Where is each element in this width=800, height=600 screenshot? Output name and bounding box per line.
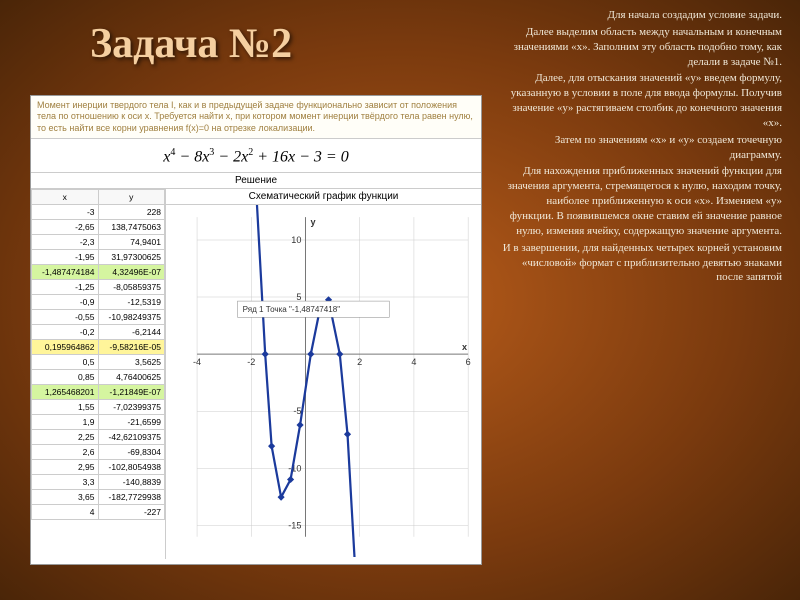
function-chart: -4 -2 2 4 6 -15 -10 -5 5 10 x y Ряд 1 Точка "-1,4874… [166, 205, 481, 557]
chart-title: Схематический график функции [166, 189, 481, 205]
spreadsheet-panel: Момент инерции твердого тела I, как и в … [30, 95, 482, 565]
xy-table: xy-3228-2,65138,7475063-2,374,9401-1,953… [31, 189, 166, 559]
table-row: 2,25-42,62109375 [32, 430, 165, 445]
table-row: -2,65138,7475063 [32, 220, 165, 235]
table-row: 2,95-102,8054938 [32, 460, 165, 475]
table-row: 0,854,76400625 [32, 370, 165, 385]
table-row: 1,55-7,02399375 [32, 400, 165, 415]
table-row: -0,9-12,5319 [32, 295, 165, 310]
table-row: 2,6-69,8304 [32, 445, 165, 460]
table-row: 0,53,5625 [32, 355, 165, 370]
svg-text:-4: -4 [193, 357, 201, 367]
description-paragraph: Далее, для отыскания значений «y» введем… [502, 71, 782, 130]
table-row: -2,374,9401 [32, 235, 165, 250]
svg-text:-15: -15 [288, 520, 301, 530]
table-row: -1,9531,97300625 [32, 250, 165, 265]
table-row: 3,3-140,8839 [32, 475, 165, 490]
svg-text:2: 2 [357, 357, 362, 367]
table-row: -1,4874741844,32496E-07 [32, 265, 165, 280]
table-row: -3228 [32, 205, 165, 220]
table-row: -0,2-6,2144 [32, 325, 165, 340]
description-paragraph: И в завершении, для найденных четырех ко… [502, 241, 782, 286]
svg-text:-2: -2 [247, 357, 255, 367]
svg-text:4: 4 [411, 357, 416, 367]
description-paragraph: Для начала создадим условие задачи. [502, 8, 782, 23]
table-header: x [32, 190, 99, 205]
table-row: 1,9-21,6599 [32, 415, 165, 430]
svg-text:Ряд 1 Точка "-1,48747418": Ряд 1 Точка "-1,48747418" [243, 305, 341, 314]
table-row: -0,55-10,98249375 [32, 310, 165, 325]
svg-text:10: 10 [291, 235, 301, 245]
svg-text:6: 6 [466, 357, 471, 367]
table-row: -1,25-8,05859375 [32, 280, 165, 295]
equation-formula: x4 − 8x3 − 2x2 + 16x − 3 = 0 [31, 139, 481, 173]
solution-label: Решение [31, 173, 481, 189]
table-row: 3,65-182,7729938 [32, 490, 165, 505]
chart-container: Схематический график функции -4-2246-15-… [166, 189, 481, 559]
description-text: Для начала создадим условие задачи. Далее… [502, 8, 782, 287]
table-row: 4-227 [32, 505, 165, 520]
svg-text:5: 5 [296, 292, 301, 302]
description-paragraph: Далее выделим область между начальным и … [502, 25, 782, 70]
problem-statement: Момент инерции твердого тела I, как и в … [31, 96, 481, 139]
table-header: y [98, 190, 165, 205]
page-title: Задача №2 [90, 20, 292, 68]
table-row: 1,265468201-1,21849E-07 [32, 385, 165, 400]
svg-text:-5: -5 [293, 406, 301, 416]
description-paragraph: Для нахождения приближенных значений фун… [502, 164, 782, 238]
svg-text:x: x [462, 342, 467, 352]
table-row: 0,195964862-9,58216E-05 [32, 340, 165, 355]
description-paragraph: Затем по значениям «x» и «y» создаем точ… [502, 133, 782, 163]
svg-text:-10: -10 [288, 463, 301, 473]
svg-text:y: y [311, 217, 317, 227]
